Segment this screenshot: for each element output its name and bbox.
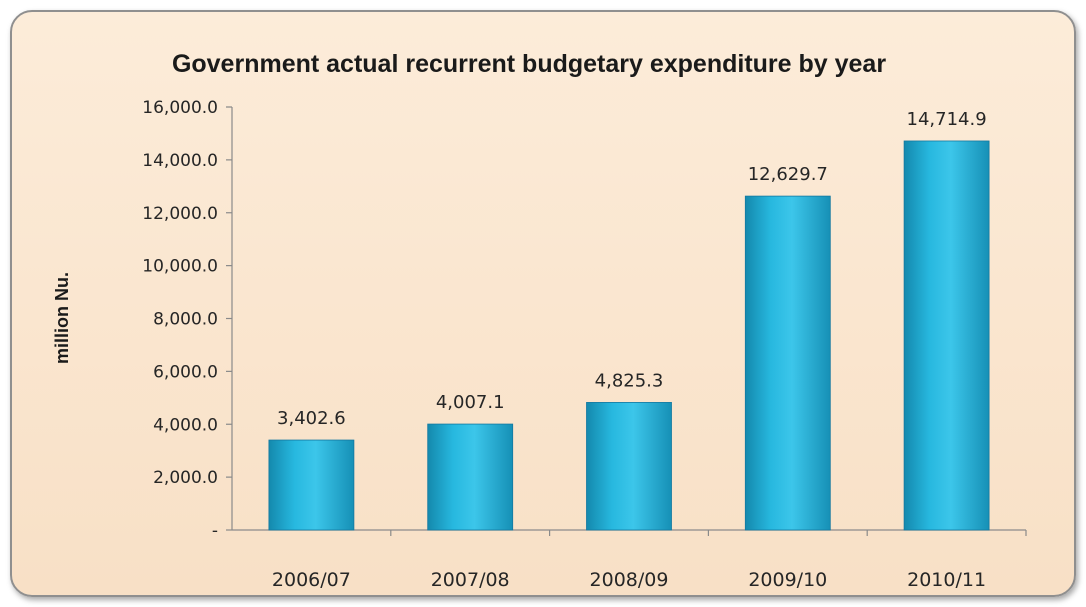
x-tick-label: 2009/10 — [748, 569, 827, 591]
y-tick-label: 14,000.0 — [142, 151, 218, 171]
data-label: 14,714.9 — [907, 109, 987, 130]
y-tick-label: - — [212, 521, 218, 541]
y-axis-label: million Nu. — [52, 272, 72, 364]
bar — [427, 423, 514, 531]
y-tick-label: 4,000.0 — [153, 415, 218, 435]
y-tick-label: 6,000.0 — [153, 362, 218, 382]
x-tick-labels: 2006/07 2007/08 2008/09 2009/10 2010/11 — [272, 569, 986, 591]
data-label: 3,402.6 — [277, 408, 346, 429]
bars — [268, 140, 990, 531]
x-tick-label: 2010/11 — [907, 569, 986, 591]
data-labels: 3,402.6 4,007.1 4,825.3 12,629.7 14,714.9 — [277, 109, 987, 429]
y-tick-label: 8,000.0 — [153, 310, 218, 330]
data-label: 4,007.1 — [436, 392, 505, 413]
chart-title: Government actual recurrent budgetary ex… — [172, 50, 886, 78]
data-label: 12,629.7 — [748, 164, 828, 185]
y-tick-label: 10,000.0 — [142, 257, 218, 277]
x-tick-label: 2008/09 — [590, 569, 669, 591]
x-tick-label: 2006/07 — [272, 569, 351, 591]
y-tick-label: 16,000.0 — [142, 98, 218, 118]
bar — [268, 439, 355, 531]
y-tick-label: 2,000.0 — [153, 468, 218, 488]
y-tick-label: 12,000.0 — [142, 204, 218, 224]
bar — [744, 195, 831, 531]
axes — [226, 106, 1027, 536]
y-tick-labels: - 2,000.0 4,000.0 6,000.0 8,000.0 10,000.0 12,… — [142, 98, 218, 541]
bar-chart: Government actual recurrent budgetary ex… — [52, 50, 1027, 591]
data-label: 4,825.3 — [595, 370, 664, 391]
bar — [586, 402, 672, 531]
x-tick-label: 2007/08 — [431, 569, 510, 591]
chart-frame: Government actual recurrent budgetary ex… — [10, 10, 1076, 597]
bar — [903, 140, 990, 531]
